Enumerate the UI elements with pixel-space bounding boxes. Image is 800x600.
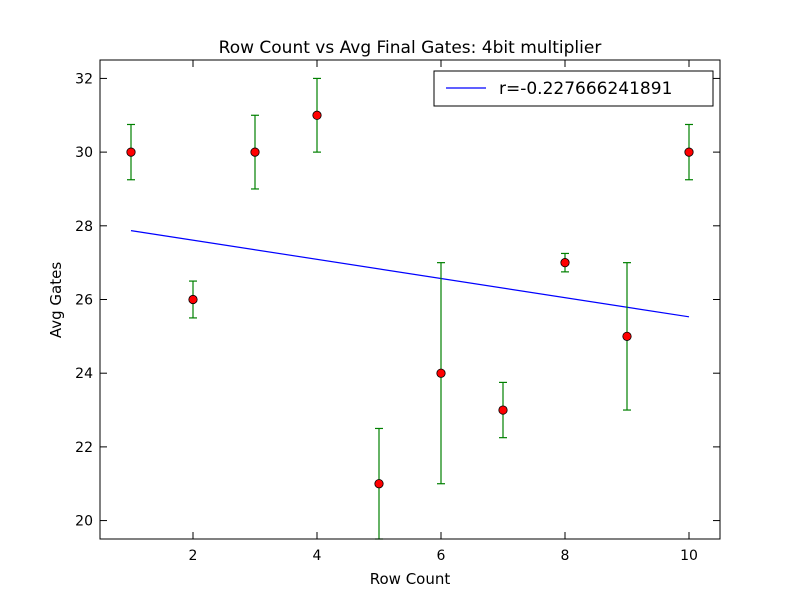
y-tick-label: 32 (75, 71, 93, 87)
y-tick-label: 20 (75, 514, 93, 530)
y-tick-label: 30 (75, 145, 93, 161)
data-point (250, 147, 260, 157)
data-point (312, 110, 322, 120)
chart-title: Row Count vs Avg Final Gates: 4bit multi… (219, 38, 602, 58)
data-point (622, 331, 632, 341)
x-tick-label: 8 (561, 548, 570, 564)
data-point (560, 258, 570, 268)
legend-label-fit-line: r=-0.227666241891 (499, 79, 672, 99)
plot-area (126, 77, 694, 540)
data-point (436, 368, 446, 378)
legend: r=-0.227666241891 (433, 70, 714, 107)
y-tick-label: 24 (75, 366, 93, 382)
data-point (188, 294, 198, 305)
x-tick-label: 10 (680, 548, 698, 564)
data-point (498, 405, 508, 415)
x-axis-label: Row Count (370, 570, 451, 588)
data-point (126, 147, 136, 157)
fit-line (130, 230, 690, 318)
y-tick-label: 28 (75, 219, 93, 235)
x-tick-label: 6 (437, 548, 446, 564)
x-tick-label: 2 (189, 548, 198, 564)
y-tick-label: 26 (75, 293, 93, 309)
y-tick-label: 22 (75, 440, 93, 456)
x-tick-label: 4 (313, 548, 322, 564)
y-axis-label: Avg Gates (47, 262, 65, 338)
data-point (374, 479, 384, 489)
data-point (684, 147, 694, 157)
